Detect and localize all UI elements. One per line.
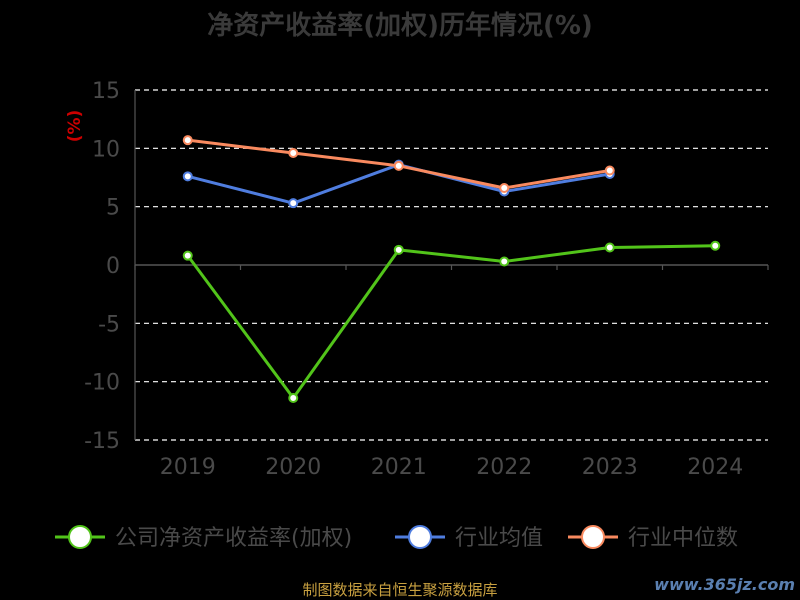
series-layer: [182, 135, 721, 403]
legend-marker: [408, 525, 432, 549]
y-axis-unit-label: (%): [65, 110, 85, 143]
x-tick-label: 2023: [582, 455, 638, 480]
data-point[interactable]: [499, 183, 510, 193]
y-tick-label: 0: [106, 254, 120, 279]
x-tick-label: 2021: [371, 455, 427, 480]
legend-marker: [68, 525, 92, 549]
grid-layer: [135, 89, 768, 441]
data-point[interactable]: [604, 165, 615, 176]
y-tick-label: -5: [98, 312, 120, 337]
data-point[interactable]: [393, 160, 404, 171]
x-tick-label: 2022: [476, 455, 532, 480]
data-point[interactable]: [288, 198, 299, 209]
data-source-note: 制图数据来自恒生聚源数据库: [302, 581, 497, 599]
legend-marker: [581, 525, 605, 549]
data-point[interactable]: [182, 250, 193, 261]
y-tick-label: 15: [92, 79, 120, 104]
legend-item[interactable]: 公司净资产收益率(加权): [55, 525, 352, 551]
y-tick-label: 5: [106, 196, 120, 221]
chart-title: 净资产收益率(加权)历年情况(%): [207, 10, 593, 41]
axis-layer: 15 10 5 0 -5 -10 -15 2019 2020 2021 2022 2023 2024: [84, 79, 769, 480]
legend-item[interactable]: 行业中位数: [568, 525, 738, 551]
data-point[interactable]: [604, 242, 615, 253]
legend-label: 行业均值: [455, 526, 543, 551]
data-point[interactable]: [288, 393, 299, 403]
data-point[interactable]: [182, 135, 193, 146]
data-point[interactable]: [393, 244, 404, 255]
data-point[interactable]: [182, 171, 193, 182]
x-tick-label: 2024: [687, 455, 743, 480]
data-point[interactable]: [710, 240, 721, 251]
legend[interactable]: 公司净资产收益率(加权) 行业均值 行业中位数: [55, 525, 738, 551]
y-tick-label: 10: [92, 137, 120, 162]
data-point[interactable]: [288, 148, 299, 158]
series-line: [186, 244, 716, 400]
legend-item[interactable]: 行业均值: [395, 525, 543, 551]
data-point[interactable]: [499, 256, 510, 267]
x-tick-label: 2019: [160, 455, 216, 480]
y-tick-label: -15: [84, 429, 120, 454]
y-tick-label: -10: [84, 371, 120, 396]
legend-label: 行业中位数: [628, 526, 738, 551]
x-tick-label: 2020: [265, 455, 321, 480]
watermark: www.365jz.com: [654, 575, 795, 594]
legend-label: 公司净资产收益率(加权): [115, 526, 352, 551]
